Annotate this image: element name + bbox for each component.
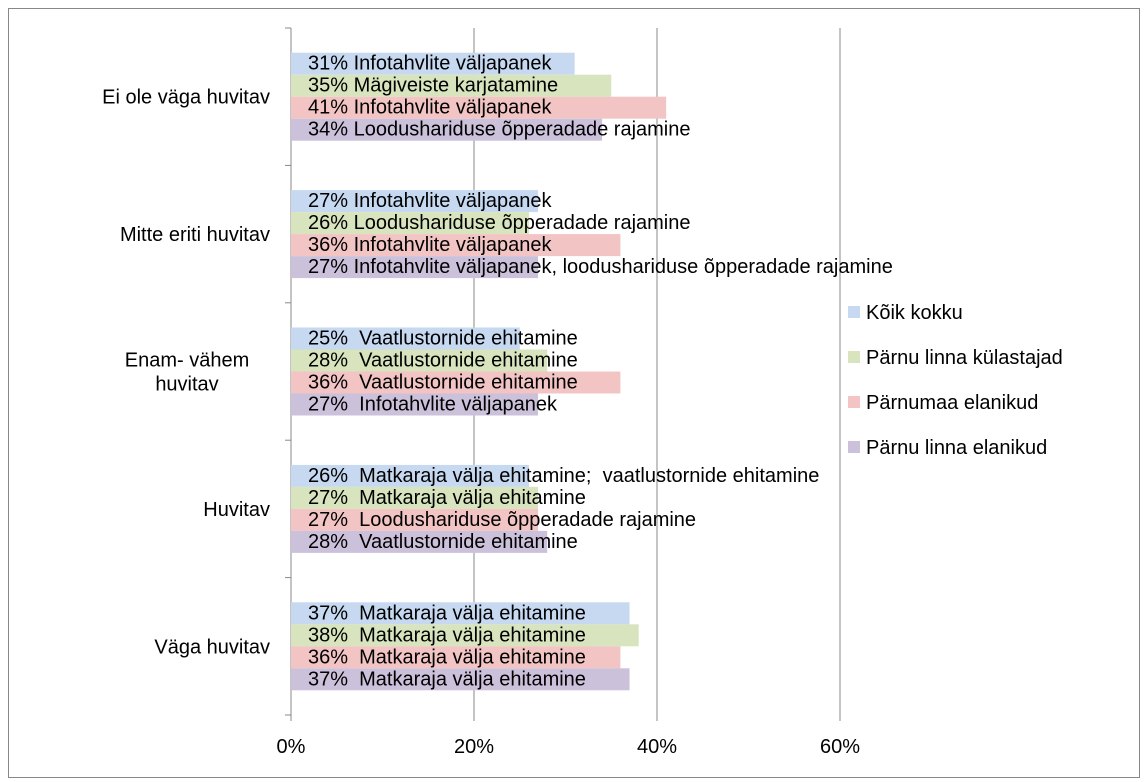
category-label: Mitte eriti huvitav bbox=[120, 224, 270, 246]
data-label: 38% Matkaraja välja ehitamine bbox=[308, 624, 586, 646]
category-label: Huvitav bbox=[203, 499, 270, 521]
data-label: 26% Loodushariduse õpperadade rajamine bbox=[308, 212, 691, 234]
legend-swatch bbox=[848, 306, 860, 318]
bar bbox=[291, 74, 612, 97]
data-label: 27% Infotahvlite väljapanek, loodusharid… bbox=[308, 256, 893, 278]
legend-label: Pärnu linna elanikud bbox=[866, 437, 1047, 459]
bar bbox=[291, 256, 539, 279]
category-label: Enam- vähem huvitav bbox=[125, 350, 250, 396]
data-label: 41% Infotahvlite väljapanek bbox=[308, 97, 552, 119]
data-label: 27% Infotahvlite väljapanek bbox=[308, 394, 558, 416]
data-label: 37% Matkaraja välja ehitamine bbox=[308, 602, 586, 624]
legend-swatch bbox=[848, 441, 860, 453]
legend-swatch bbox=[848, 351, 860, 363]
data-label: 31% Infotahvlite väljapanek bbox=[308, 53, 552, 75]
bar bbox=[291, 327, 520, 350]
bar bbox=[291, 190, 539, 213]
legend-label: Pärnumaa elanikud bbox=[866, 392, 1038, 414]
data-label: 27% Loodushariduse õpperadade rajamine bbox=[308, 509, 696, 531]
data-label: 36% Matkaraja välja ehitamine bbox=[308, 646, 586, 668]
data-label: 28% Vaatlustornide ehitamine bbox=[308, 350, 578, 372]
bar bbox=[291, 646, 621, 669]
bar bbox=[291, 464, 529, 487]
data-label: 27% Matkaraja välja ehitamine bbox=[308, 487, 586, 509]
bar bbox=[291, 371, 621, 394]
bar bbox=[291, 624, 639, 647]
category-label: Ei ole väga huvitav bbox=[102, 87, 270, 109]
data-label: 34% Loodushariduse õpperadade rajamine bbox=[308, 119, 691, 141]
data-label: 26% Matkaraja välja ehitamine; vaatlusto… bbox=[308, 465, 819, 487]
bar bbox=[291, 349, 548, 372]
legend-swatch bbox=[848, 396, 860, 408]
bar bbox=[291, 508, 539, 531]
bar bbox=[291, 486, 539, 509]
data-label: 27% Infotahvlite väljapanek bbox=[308, 190, 552, 212]
legend-label: Pärnu linna külastajad bbox=[866, 347, 1063, 369]
data-label: 36% Vaatlustornide ehitamine bbox=[308, 372, 578, 394]
x-tick-label: 40% bbox=[637, 736, 677, 758]
data-label: 35% Mägiveiste karjatamine bbox=[308, 75, 558, 97]
bar bbox=[291, 234, 621, 257]
data-label: 28% Vaatlustornide ehitamine bbox=[308, 531, 578, 553]
data-label: 36% Infotahvlite väljapanek bbox=[308, 234, 552, 256]
bar bbox=[291, 668, 630, 691]
data-label: 25% Vaatlustornide ehitamine bbox=[308, 328, 578, 350]
bar bbox=[291, 530, 548, 553]
data-label: 37% Matkaraja välja ehitamine bbox=[308, 668, 586, 690]
x-tick-label: 0% bbox=[277, 736, 306, 758]
bar bbox=[291, 118, 603, 141]
x-tick-label: 20% bbox=[454, 736, 494, 758]
bar bbox=[291, 212, 529, 235]
category-label: Väga huvitav bbox=[154, 636, 270, 658]
bar bbox=[291, 393, 539, 416]
bar bbox=[291, 52, 575, 75]
legend-label: Kõik kokku bbox=[866, 302, 963, 324]
bar bbox=[291, 96, 667, 119]
bar bbox=[291, 602, 630, 625]
x-tick-label: 60% bbox=[820, 736, 860, 758]
